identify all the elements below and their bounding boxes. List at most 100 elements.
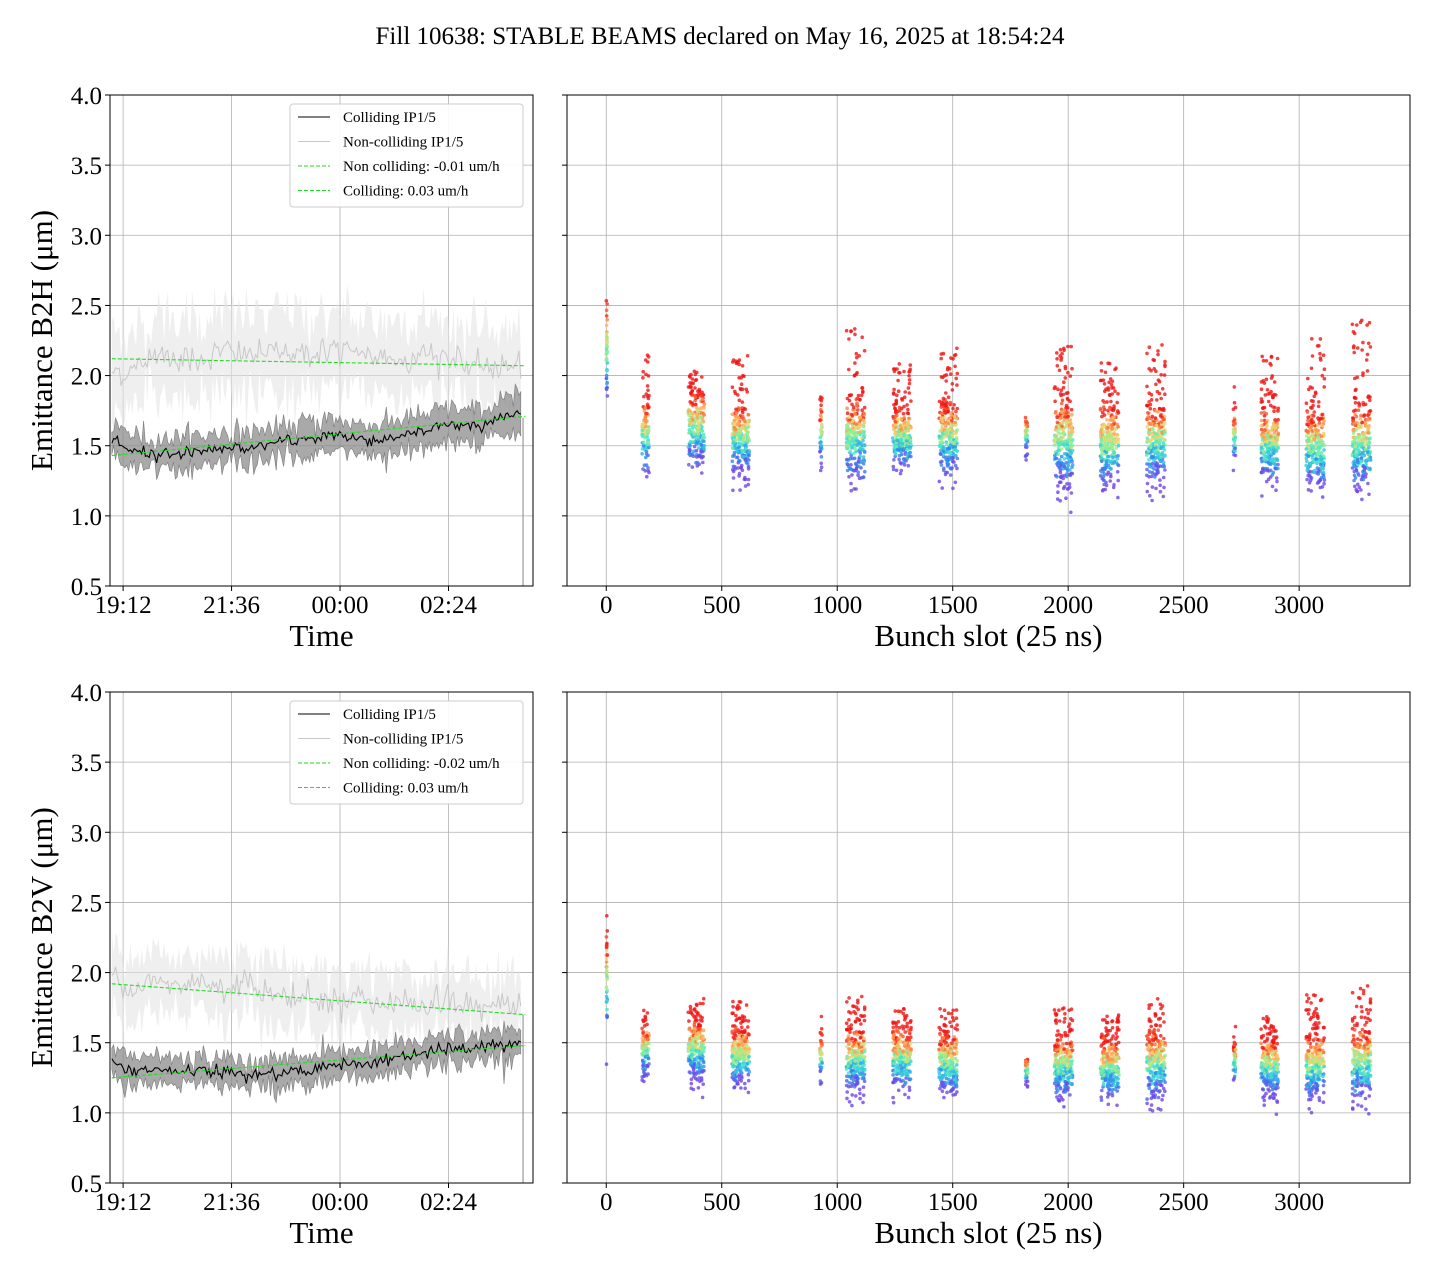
bunch-point (819, 465, 824, 470)
bunch-point (1054, 456, 1059, 461)
bunch-point (1066, 1076, 1070, 1080)
bunch-point (862, 1055, 867, 1060)
bunch-point (1069, 1059, 1073, 1064)
bunch-point (1061, 1076, 1066, 1081)
bunch-point (861, 418, 866, 422)
bunch-point (694, 436, 699, 441)
bunch-point (1275, 436, 1279, 441)
bunch-point (739, 1086, 743, 1090)
bunch-point (604, 323, 609, 328)
bunch-point (737, 435, 742, 440)
bunch-point (700, 1095, 705, 1100)
bunch-point (1153, 442, 1158, 447)
bunch-point (853, 461, 858, 466)
bunch-point (746, 1072, 751, 1077)
bunch-point (700, 1045, 704, 1049)
bunch-point (1059, 410, 1064, 415)
bunch-point (955, 1059, 960, 1063)
bunch-point (1110, 1088, 1115, 1092)
bunch-point (692, 1030, 697, 1034)
bunch-point (860, 994, 864, 999)
bunch-point (818, 468, 823, 473)
bunch-point (692, 444, 697, 449)
bunch-point (861, 430, 866, 435)
bunch-point (1065, 472, 1069, 476)
x-tick-label: 500 (703, 1189, 741, 1216)
bunch-point (1100, 451, 1104, 455)
bunch-point (644, 1051, 648, 1055)
y-tick-label: 3.0 (71, 223, 102, 250)
bunch-point (861, 1060, 865, 1064)
bunch-point (849, 1023, 854, 1027)
bunch-point (702, 406, 706, 411)
bunch-point (1100, 459, 1104, 464)
bunch-point (1152, 458, 1156, 463)
bunch-point (860, 443, 864, 448)
bunch-point (939, 356, 943, 361)
bunch-point (1360, 497, 1364, 502)
bunch-point (952, 415, 956, 419)
bunch-point (1063, 1086, 1067, 1091)
bunch-point (1357, 449, 1361, 453)
bunch-point (747, 458, 751, 462)
bunch-point (901, 1060, 905, 1065)
bunch-point (740, 387, 745, 392)
bunch-point (851, 405, 856, 410)
bunch-point (1110, 461, 1114, 466)
bunch-point (1314, 440, 1318, 445)
bunch-point (1269, 468, 1273, 473)
bunch-point (688, 1058, 692, 1063)
bunch-point (645, 435, 649, 439)
bunch-point (1276, 446, 1280, 450)
bunch-point (1053, 1053, 1058, 1057)
bunch-point (1068, 451, 1073, 456)
bunch-point (1147, 345, 1152, 350)
bunch-point (1057, 368, 1062, 373)
bunch-point (894, 468, 899, 473)
bunch-point (645, 402, 650, 407)
bunch-point (701, 996, 706, 1001)
legend-label: Colliding IP1/5 (343, 707, 436, 723)
bunch-point (1065, 1081, 1069, 1086)
bunch-point (604, 308, 609, 313)
bunch-point (896, 1068, 900, 1073)
bunch-point (604, 356, 609, 360)
bunch-point (941, 1036, 945, 1040)
bunch-point (1102, 413, 1107, 417)
bunch-point (951, 1038, 955, 1042)
bunch-point (1056, 448, 1061, 453)
bunch-point (942, 468, 946, 473)
bunch-point (891, 439, 895, 444)
bunch-point (939, 1061, 944, 1065)
bunch-point (1272, 380, 1277, 384)
bunch-point (731, 1073, 736, 1077)
bunch-point (688, 444, 692, 448)
bunch-point (1364, 440, 1368, 445)
x-tick-label: 2500 (1159, 592, 1209, 619)
bunch-point (734, 1060, 739, 1065)
bunch-point (1275, 479, 1279, 484)
bunch-point (955, 466, 959, 471)
bunch-point (946, 421, 950, 426)
bunch-point (949, 1024, 954, 1029)
bunch-point (952, 460, 956, 464)
bunch-point (1352, 473, 1357, 478)
axes-frame (566, 94, 1411, 587)
bunch-point (862, 411, 866, 416)
bunch-point (907, 378, 912, 382)
bunch-point (1265, 447, 1270, 452)
bunch-point (1271, 445, 1276, 449)
bunch-point (1266, 452, 1270, 456)
bunch-point (844, 457, 849, 462)
bunch-point (731, 440, 736, 445)
bunch-point (896, 1043, 900, 1047)
bunch-point (688, 1071, 693, 1075)
bunch-point (1102, 438, 1107, 442)
bunch-point (1306, 418, 1310, 423)
bunch-point (746, 1078, 751, 1083)
bunch-point (1268, 403, 1273, 408)
bunch-point (853, 1020, 858, 1024)
bunch-point (699, 443, 704, 447)
bunch-point (1055, 420, 1060, 425)
bunch-point (731, 469, 736, 474)
